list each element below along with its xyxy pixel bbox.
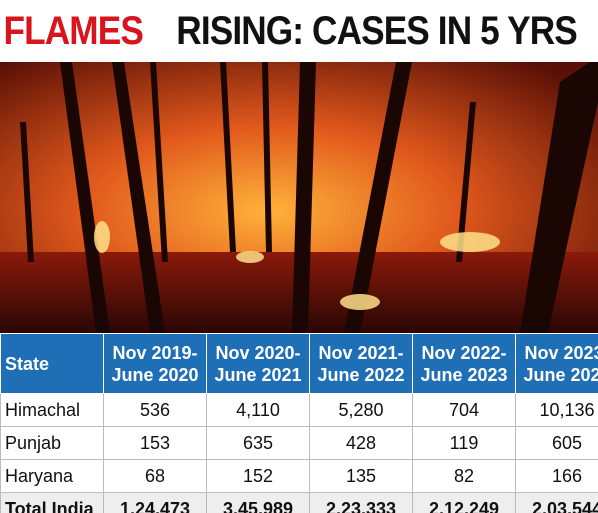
column-header: Nov 2020- June 2021 (206, 333, 310, 394)
cases-cell: 635 (206, 426, 310, 460)
column-header: State (0, 333, 104, 394)
cases-cell: 4,110 (206, 393, 310, 427)
cases-cell: 10,136 (515, 393, 598, 427)
cases-cell: 605 (515, 426, 598, 460)
cases-cell: 82 (412, 459, 516, 493)
cases-cell: 428 (309, 426, 413, 460)
title: FLAMES RISING: CASES IN 5 YRS (0, 0, 598, 62)
column-header: Nov 2022- June 2023 (412, 333, 516, 394)
state-cell: Himachal (0, 393, 104, 427)
cases-cell: 152 (206, 459, 310, 493)
cases-cell: 5,280 (309, 393, 413, 427)
cases-cell: 704 (412, 393, 516, 427)
column-header: Nov 2019- June 2020 (103, 333, 207, 394)
cases-cell: 119 (412, 426, 516, 460)
cases-cell: 3,45,989 (206, 492, 310, 513)
cases-cell: 2,12,249 (412, 492, 516, 513)
state-cell: Haryana (0, 459, 104, 493)
cases-table: State Nov 2019- June 2020 Nov 2020- June 2… (0, 333, 598, 513)
column-header: Nov 2023- June 2024 (515, 333, 598, 394)
cases-cell: 1,24,473 (103, 492, 207, 513)
table-row: Haryana 68 152 135 82 166 (0, 459, 598, 493)
cases-cell: 153 (103, 426, 207, 460)
forest-fire-photo (0, 62, 598, 333)
cases-cell: 166 (515, 459, 598, 493)
title-rest: RISING: CASES IN 5 YRS (175, 8, 577, 53)
cases-cell: 536 (103, 393, 207, 427)
cases-cell: 135 (309, 459, 413, 493)
state-cell: Punjab (0, 426, 104, 460)
table-row: Punjab 153 635 428 119 605 (0, 426, 598, 460)
cases-cell: 68 (103, 459, 207, 493)
table-row: Total India 1,24,473 3,45,989 2,23,333 2,12,… (0, 492, 598, 513)
cases-cell: 2,03,544 (515, 492, 598, 513)
title-highlight: FLAMES (3, 8, 144, 53)
cases-cell: 2,23,333 (309, 492, 413, 513)
table-row: Himachal 536 4,110 5,280 704 10,136 (0, 393, 598, 427)
state-cell: Total India (0, 492, 104, 513)
column-header: Nov 2021- June 2022 (309, 333, 413, 394)
